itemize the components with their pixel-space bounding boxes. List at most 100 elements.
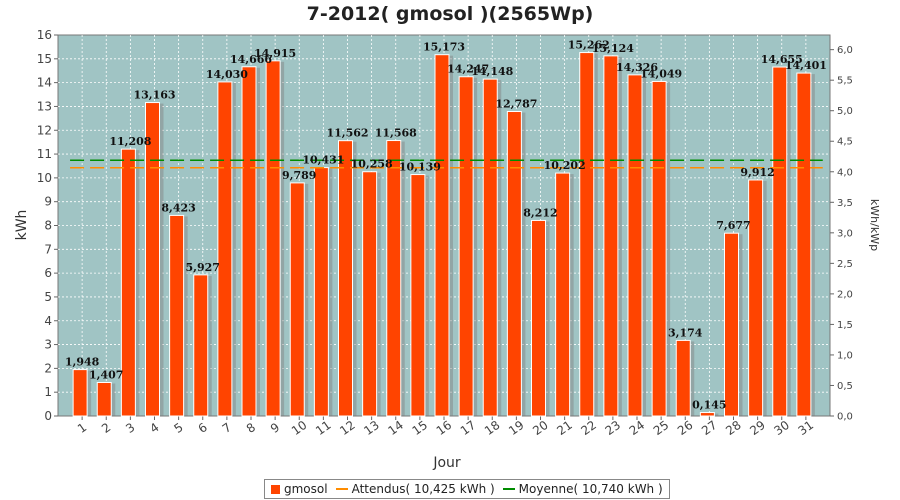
x-tick-label: 26 — [675, 418, 696, 438]
x-tick-label: 6 — [196, 420, 210, 436]
value-label: 12,787 — [495, 98, 537, 111]
y2-axis-title: kWh/kWp — [868, 199, 881, 251]
x-tick-label: 10 — [289, 418, 310, 438]
value-label: 14,655 — [761, 53, 803, 66]
x-tick-label: 27 — [699, 418, 720, 438]
value-label: 9,789 — [282, 169, 316, 182]
y-axis-title: kWh — [14, 210, 30, 241]
y2-tick-label: 0,5 — [837, 381, 853, 392]
y-tick-label: 14 — [37, 76, 52, 90]
bar — [748, 179, 764, 417]
value-label: 8,212 — [523, 206, 557, 219]
value-label: 14,401 — [785, 59, 827, 72]
y-tick-label: 0 — [44, 409, 52, 423]
value-label: 3,174 — [668, 326, 703, 339]
value-label: 14,148 — [471, 65, 513, 78]
y-axis-right: 0,0 0,5 1,0 1,5 2,0 2,5 3,0 3,5 4,0 4,5 5,0 5,5 6,0 — [830, 45, 853, 423]
value-label: 14,915 — [254, 47, 296, 60]
value-label: 14,326 — [616, 61, 658, 74]
y2-tick-label: 2,0 — [837, 289, 853, 300]
bar — [531, 219, 546, 417]
bar — [265, 60, 281, 417]
y2-tick-label: 4,5 — [837, 137, 853, 148]
y2-tick-label: 0,0 — [837, 412, 853, 423]
x-tick-label: 16 — [434, 418, 455, 438]
y-tick-label: 7 — [44, 242, 52, 256]
x-tick-label: 15 — [410, 418, 431, 438]
value-label: 1,407 — [89, 368, 123, 381]
x-tick-label: 24 — [627, 418, 648, 438]
bar — [555, 172, 571, 417]
legend-label-moyenne: Moyenne( 10,740 kWh ) — [518, 482, 663, 496]
legend-swatch-attendus — [335, 488, 348, 490]
x-tick-label: 2 — [99, 420, 113, 436]
value-label: 14,666 — [230, 53, 272, 66]
bar — [362, 171, 378, 417]
x-tick-label: 25 — [651, 418, 672, 438]
x-tick-label: 7 — [220, 420, 234, 436]
legend-item-attendus: Attendus( 10,425 kWh ) — [335, 482, 495, 496]
bar — [96, 381, 112, 417]
x-tick-label: 4 — [147, 420, 161, 436]
legend-swatch-gmosol — [271, 484, 280, 494]
bar — [120, 148, 136, 417]
value-label: 1,948 — [65, 356, 100, 369]
y-tick-label: 1 — [44, 385, 52, 399]
value-label: 11,208 — [109, 135, 151, 148]
x-tick-label: 12 — [337, 418, 358, 438]
y-tick-label: 15 — [37, 52, 52, 66]
bar — [169, 214, 185, 417]
x-axis-title: Jour — [432, 455, 461, 471]
value-label: 7,677 — [716, 219, 750, 232]
value-label: 0,145 — [692, 399, 726, 412]
bar — [482, 78, 498, 417]
value-label: 9,912 — [740, 166, 774, 179]
legend-label-attendus: Attendus( 10,425 kWh ) — [351, 482, 495, 496]
legend: gmosol Attendus( 10,425 kWh ) Moyenne( 1… — [264, 479, 670, 499]
y-tick-label: 3 — [44, 338, 52, 352]
bar — [289, 182, 305, 417]
bar — [651, 80, 667, 417]
x-tick-label: 11 — [313, 418, 334, 438]
x-tick-label: 8 — [244, 420, 258, 436]
y2-tick-label: 3,5 — [837, 198, 853, 209]
bar — [458, 76, 474, 417]
bar — [193, 274, 209, 417]
x-tick-label: 9 — [268, 420, 282, 436]
x-tick-label: 19 — [506, 418, 527, 438]
value-label: 14,247 — [447, 63, 489, 76]
x-tick-label: 22 — [578, 418, 599, 438]
bar — [796, 72, 812, 417]
y2-tick-label: 6,0 — [837, 45, 853, 56]
bar — [386, 140, 402, 417]
x-tick-label: 18 — [482, 418, 503, 438]
bar — [699, 412, 715, 417]
y-tick-label: 16 — [37, 28, 52, 42]
bar — [72, 369, 88, 417]
y-tick-label: 11 — [37, 147, 52, 161]
x-tick-label: 17 — [458, 418, 479, 438]
y-tick-label: 2 — [44, 361, 52, 375]
y-tick-label: 8 — [44, 219, 52, 233]
x-tick-label: 5 — [171, 420, 185, 436]
reference-lines — [70, 159, 823, 169]
bar — [724, 232, 739, 417]
bar — [506, 111, 522, 417]
legend-swatch-moyenne — [502, 488, 515, 490]
value-label: 10,431 — [302, 154, 344, 167]
bar — [675, 339, 691, 417]
y2-tick-label: 1,5 — [837, 320, 853, 331]
y-tick-label: 12 — [37, 123, 52, 137]
bar — [603, 55, 619, 417]
x-tick-label: 13 — [361, 418, 382, 438]
value-label: 15,124 — [592, 42, 634, 55]
value-label: 14,049 — [640, 67, 682, 80]
bar — [434, 54, 450, 417]
y2-tick-label: 3,0 — [837, 228, 853, 239]
x-tick-label: 31 — [796, 418, 817, 438]
value-label: 13,163 — [133, 89, 175, 102]
x-tick-label: 3 — [123, 420, 137, 436]
value-label: 15,173 — [423, 41, 465, 54]
